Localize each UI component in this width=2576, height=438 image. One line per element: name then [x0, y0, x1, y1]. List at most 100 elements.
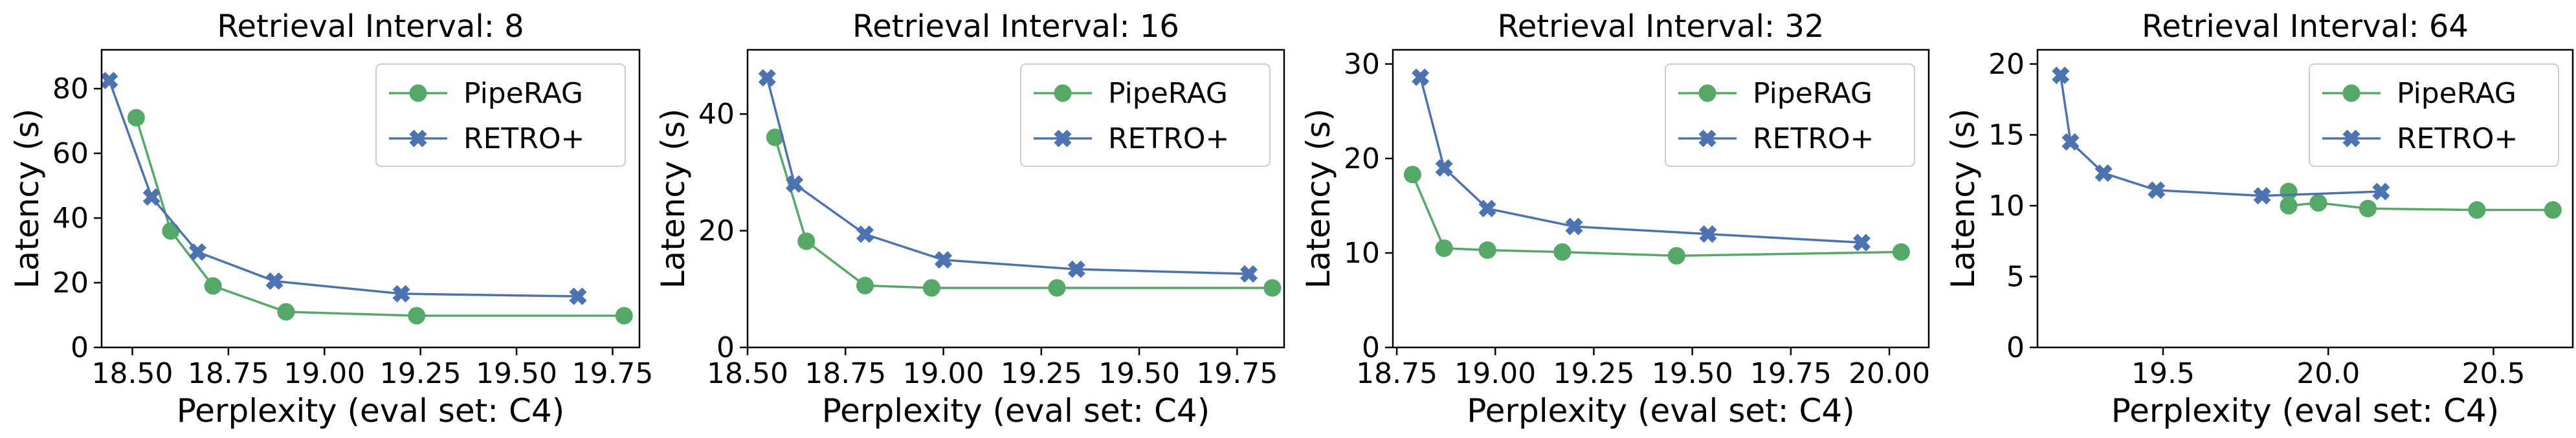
x-tick-label: 18.50 — [92, 357, 173, 390]
data-point — [2372, 182, 2390, 201]
legend-marker — [409, 84, 427, 102]
y-tick-label: 20 — [52, 267, 89, 300]
y-tick-label: 0 — [71, 331, 89, 364]
x-tick-label: 18.75 — [1356, 357, 1438, 390]
data-point — [797, 232, 816, 250]
series-line — [2060, 75, 2381, 197]
data-point — [935, 251, 953, 269]
data-point — [2094, 164, 2113, 182]
x-tick-label: 19.25 — [1553, 357, 1635, 390]
y-tick-label: 10 — [1344, 237, 1380, 270]
y-axis-label: Latency (s) — [654, 109, 692, 289]
data-point — [1412, 68, 1430, 86]
data-point — [100, 71, 118, 90]
x-tick-label: 19.00 — [1454, 357, 1536, 390]
legend-marker — [2342, 129, 2360, 148]
y-axis-label: Latency (s) — [1944, 109, 1982, 289]
legend-label: RETRO+ — [1108, 122, 1229, 155]
x-tick-label: 19.00 — [903, 357, 984, 390]
x-tick-label: 19.00 — [283, 357, 365, 390]
data-point — [2280, 197, 2298, 215]
x-tick-label: 19.25 — [380, 357, 461, 390]
data-point — [786, 175, 804, 193]
x-tick-label: 18.50 — [707, 357, 788, 390]
data-point — [188, 243, 206, 261]
data-point — [408, 307, 426, 325]
legend-label: RETRO+ — [1753, 122, 1874, 155]
x-tick-label: 20.0 — [2296, 357, 2360, 390]
y-axis-label: Latency (s) — [1300, 109, 1337, 289]
data-point — [392, 285, 410, 303]
data-point — [127, 109, 145, 127]
x-tick-label: 18.75 — [805, 357, 886, 390]
x-tick-label: 19.75 — [572, 357, 653, 390]
y-tick-label: 0 — [2006, 331, 2025, 364]
x-tick-label: 19.50 — [476, 357, 557, 390]
x-tick-label: 20.5 — [2461, 357, 2525, 390]
legend-marker — [1698, 129, 1716, 148]
legend-label: PipeRAG — [2397, 77, 2516, 110]
y-tick-label: 0 — [716, 331, 735, 364]
x-tick-label: 19.50 — [1652, 357, 1733, 390]
plot-frame — [100, 49, 641, 349]
series-retro- — [1412, 68, 1871, 252]
series-piperag — [1403, 166, 1910, 265]
data-point — [162, 222, 180, 240]
y-tick-label: 5 — [2006, 260, 2025, 293]
data-point — [265, 272, 283, 290]
data-point — [1435, 239, 1453, 257]
chart-title: Retrieval Interval: 16 — [852, 8, 1179, 45]
y-tick-label: 0 — [1362, 331, 1380, 364]
data-point — [1240, 265, 1258, 283]
x-tick-label: 19.5 — [2131, 357, 2195, 390]
x-tick-label: 18.75 — [188, 357, 269, 390]
series-line — [1411, 174, 1902, 257]
legend: PipeRAG RETRO+ — [1020, 63, 1271, 167]
series-retro- — [100, 71, 587, 305]
data-point — [1667, 246, 1685, 265]
data-point — [1892, 243, 1910, 261]
x-tick-label: 20.00 — [1849, 357, 1930, 390]
data-point — [204, 277, 222, 295]
chart-panel-3: Retrieval Interval: 32 18.75 19.00 19.25 19.… — [1300, 8, 1930, 430]
y-tick-label: 20 — [1344, 142, 1380, 175]
legend-label: PipeRAG — [1753, 77, 1872, 110]
y-tick-label: 60 — [52, 137, 89, 170]
data-point — [2359, 199, 2377, 217]
y-tick-label: 15 — [1988, 118, 2025, 151]
plot-frame — [746, 49, 1285, 349]
plot-frame — [2036, 49, 2574, 349]
legend-marker — [2342, 84, 2360, 102]
data-point — [1553, 243, 1571, 261]
y-tick-label: 30 — [1344, 48, 1380, 81]
legend: PipeRAG RETRO+ — [375, 63, 626, 167]
data-point — [856, 276, 874, 294]
legend: PipeRAG RETRO+ — [1665, 63, 1915, 167]
legend-marker — [1698, 84, 1716, 102]
series-line — [766, 77, 1249, 276]
y-tick-label: 80 — [52, 72, 89, 105]
data-point — [1478, 241, 1496, 259]
series-line — [1419, 76, 1862, 244]
plot-frame — [1392, 49, 1930, 349]
y-tick-label: 20 — [1988, 48, 2025, 81]
data-point — [922, 279, 940, 297]
data-point — [1699, 225, 1717, 243]
series-retro- — [758, 69, 1258, 283]
chart-title: Retrieval Interval: 32 — [1498, 8, 1825, 45]
x-tick-label: 19.50 — [1098, 357, 1180, 390]
data-point — [2061, 133, 2080, 151]
y-tick-label: 40 — [52, 202, 89, 235]
data-point — [142, 188, 161, 206]
chart-panel-2: Retrieval Interval: 16 18.50 18.75 19.00 19.… — [654, 8, 1285, 430]
data-point — [2309, 194, 2327, 212]
legend-label: RETRO+ — [463, 122, 584, 155]
data-point — [2468, 201, 2486, 219]
legend-box — [2309, 63, 2559, 167]
data-point — [1403, 166, 1421, 184]
y-axis-label: Latency (s) — [8, 109, 46, 289]
series-piperag — [2280, 182, 2562, 219]
x-axis-label: Perplexity (eval set: C4) — [2111, 392, 2499, 430]
x-axis-label: Perplexity (eval set: C4) — [177, 392, 564, 430]
